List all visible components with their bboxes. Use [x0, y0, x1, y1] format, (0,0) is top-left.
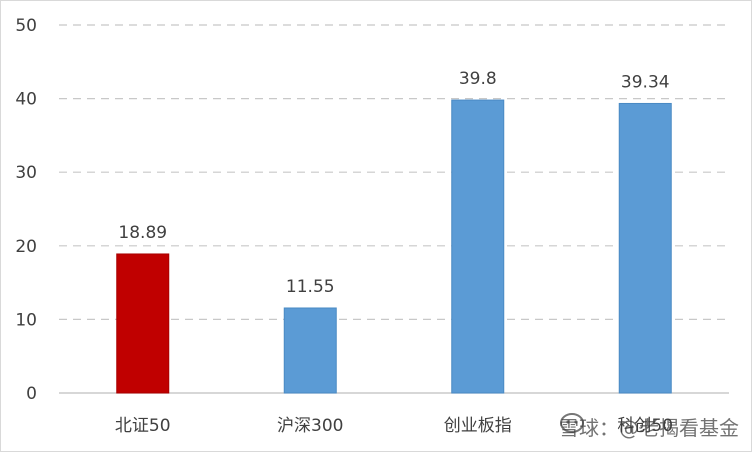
y-tick-label: 0: [26, 384, 37, 404]
x-category-label: 科创50: [617, 416, 673, 436]
y-tick-label: 40: [15, 90, 37, 110]
data-label: 11.55: [286, 277, 335, 297]
bar: [116, 253, 170, 394]
x-category-label: 北证50: [115, 416, 171, 436]
y-tick-label: 30: [15, 163, 37, 183]
x-category-label: 创业板指: [444, 416, 512, 436]
watermark-text: 雪球：@老揭看基金: [559, 416, 739, 440]
data-label: 39.34: [621, 72, 670, 92]
snowball-logo-icon: [560, 413, 584, 433]
bar: [451, 99, 505, 394]
data-label: 18.89: [118, 223, 167, 243]
watermark: 雪球：@老揭看基金: [559, 412, 739, 441]
y-tick-label: 20: [15, 237, 37, 257]
bar: [618, 102, 672, 394]
x-category-label: 沪深300: [277, 416, 343, 436]
data-label: 39.8: [459, 69, 497, 89]
y-tick-label: 50: [15, 16, 37, 36]
bar: [283, 307, 337, 394]
y-tick-label: 10: [15, 310, 37, 330]
